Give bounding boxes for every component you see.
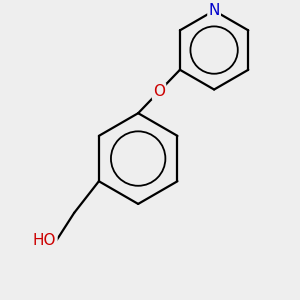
Text: O: O [153,84,165,99]
Text: N: N [208,3,220,18]
Text: HO: HO [33,233,56,248]
